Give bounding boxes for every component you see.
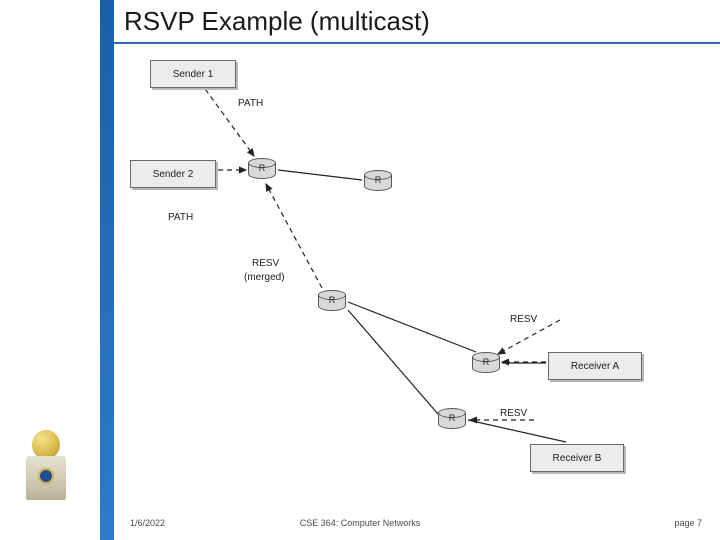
sender-1-node: Sender 1 xyxy=(150,60,236,88)
resv-merged-label-2: (merged) xyxy=(244,272,285,283)
router-2: R xyxy=(364,170,392,194)
university-dome-logo xyxy=(18,430,74,512)
sender-2-node: Sender 2 xyxy=(130,160,216,188)
header-rule xyxy=(114,42,720,44)
blue-vertical-bar xyxy=(100,0,114,540)
receiver-a-node: Receiver A xyxy=(548,352,642,380)
router-1: R xyxy=(248,158,276,182)
sender-2-label: Sender 2 xyxy=(153,169,194,180)
router-4: R xyxy=(472,352,500,376)
router-5: R xyxy=(438,408,466,432)
router-2-label: R xyxy=(364,175,392,185)
footer-page: page 7 xyxy=(674,518,702,528)
router-1-label: R xyxy=(248,163,276,173)
path-label-2: PATH xyxy=(168,212,193,223)
path-label-1: PATH xyxy=(238,98,263,109)
footer-course: CSE 364: Computer Networks xyxy=(0,518,720,528)
receiver-b-label: Receiver B xyxy=(553,453,602,464)
resv-a-label: RESV xyxy=(510,314,537,325)
resv-b-label: RESV xyxy=(500,408,527,419)
sender-1-label: Sender 1 xyxy=(173,69,214,80)
resv-merged-label-1: RESV xyxy=(252,258,279,269)
router-3-label: R xyxy=(318,295,346,305)
receiver-a-label: Receiver A xyxy=(571,361,619,372)
router-5-label: R xyxy=(438,413,466,423)
slide-title: RSVP Example (multicast) xyxy=(124,6,430,37)
router-3: R xyxy=(318,290,346,314)
receiver-b-node: Receiver B xyxy=(530,444,624,472)
router-4-label: R xyxy=(472,357,500,367)
